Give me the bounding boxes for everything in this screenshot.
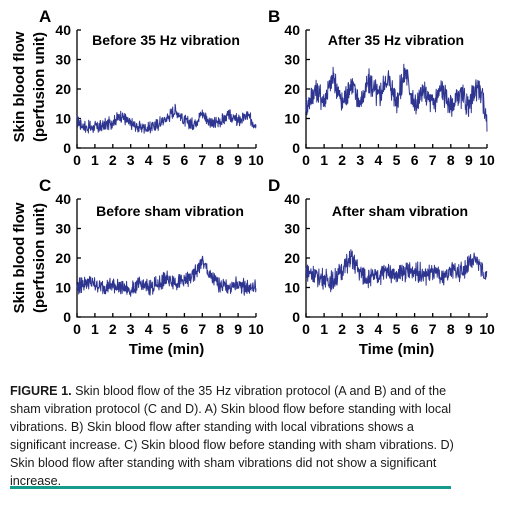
x-tick-label: 7 [198, 152, 206, 168]
figure-caption: FIGURE 1. Skin blood flow of the 35 Hz v… [10, 382, 460, 490]
y-tick-label: 40 [55, 22, 71, 38]
y-tick-label: 20 [55, 81, 71, 97]
x-tick-label: 5 [393, 152, 401, 168]
y-axis-label-line2: (perfusion unit) [31, 203, 48, 313]
x-tick-label: 5 [163, 152, 171, 168]
y-tick-label: 10 [55, 280, 71, 296]
y-tick-label: 20 [284, 81, 300, 97]
caption-label: FIGURE 1. [10, 384, 72, 398]
x-axis-label: Time (min) [359, 341, 435, 358]
x-tick-label: 7 [429, 321, 437, 337]
y-tick-label: 0 [63, 140, 71, 156]
x-tick-label: 1 [91, 152, 99, 168]
x-tick-label: 3 [127, 321, 135, 337]
y-tick-label: 10 [284, 280, 300, 296]
x-tick-label: 9 [234, 321, 242, 337]
y-tick-label: 0 [292, 309, 300, 325]
y-tick-label: 30 [284, 52, 300, 68]
x-tick-label: 0 [73, 152, 81, 168]
y-tick-label: 30 [55, 52, 71, 68]
x-tick-label: 9 [234, 152, 242, 168]
x-tick-label: 6 [181, 152, 189, 168]
x-tick-label: 5 [393, 321, 401, 337]
x-tick-label: 6 [411, 321, 419, 337]
panel-title: Before 35 Hz vibration [92, 32, 240, 48]
x-tick-label: 8 [447, 152, 455, 168]
x-tick-label: 8 [216, 152, 224, 168]
panel-title: After 35 Hz vibration [328, 32, 464, 48]
x-axis-label: Time (min) [129, 341, 205, 358]
series-line [305, 63, 488, 132]
panel-letter: A [39, 7, 51, 26]
caption-divider [10, 486, 451, 489]
panel-title: After sham vibration [332, 203, 468, 219]
x-tick-label: 8 [216, 321, 224, 337]
y-tick-label: 10 [284, 111, 300, 127]
y-tick-label: 40 [55, 191, 71, 207]
x-tick-label: 1 [320, 152, 328, 168]
series-line [305, 249, 488, 293]
panel-letter: C [39, 176, 51, 195]
y-tick-label: 30 [284, 221, 300, 237]
y-tick-label: 20 [284, 250, 300, 266]
x-tick-label: 0 [302, 321, 310, 337]
x-tick-label: 5 [163, 321, 171, 337]
x-tick-label: 4 [145, 152, 153, 168]
x-tick-label: 8 [447, 321, 455, 337]
y-tick-label: 20 [55, 250, 71, 266]
x-tick-label: 10 [479, 152, 495, 168]
y-axis-label-line1: Skin blood flow [11, 31, 28, 142]
y-tick-label: 10 [55, 111, 71, 127]
panel-title: Before sham vibration [96, 203, 244, 219]
x-tick-label: 3 [356, 152, 364, 168]
x-tick-label: 2 [338, 152, 346, 168]
x-tick-label: 6 [411, 152, 419, 168]
x-tick-label: 10 [479, 321, 495, 337]
x-tick-label: 10 [248, 321, 264, 337]
panel-letter: B [268, 7, 280, 26]
x-tick-label: 1 [320, 321, 328, 337]
x-tick-label: 4 [375, 321, 383, 337]
x-tick-label: 1 [91, 321, 99, 337]
caption-text: Skin blood flow of the 35 Hz vibration p… [10, 384, 454, 488]
y-axis-label-line2: (perfusion unit) [31, 32, 48, 142]
series-line [76, 255, 257, 297]
x-tick-label: 6 [181, 321, 189, 337]
y-tick-label: 40 [284, 22, 300, 38]
x-tick-label: 2 [338, 321, 346, 337]
x-tick-label: 10 [248, 152, 264, 168]
x-tick-label: 2 [109, 321, 117, 337]
panel-letter: D [268, 176, 280, 195]
x-tick-label: 9 [465, 152, 473, 168]
x-tick-label: 3 [356, 321, 364, 337]
x-tick-label: 3 [127, 152, 135, 168]
x-tick-label: 9 [465, 321, 473, 337]
x-tick-label: 7 [198, 321, 206, 337]
x-tick-label: 0 [302, 152, 310, 168]
x-tick-label: 2 [109, 152, 117, 168]
y-axis-label-line1: Skin blood flow [11, 202, 28, 313]
x-tick-label: 4 [375, 152, 383, 168]
y-tick-label: 30 [55, 221, 71, 237]
series-line [76, 103, 257, 134]
y-tick-label: 40 [284, 191, 300, 207]
x-tick-label: 0 [73, 321, 81, 337]
y-tick-label: 0 [63, 309, 71, 325]
x-tick-label: 7 [429, 152, 437, 168]
x-tick-label: 4 [145, 321, 153, 337]
y-tick-label: 0 [292, 140, 300, 156]
